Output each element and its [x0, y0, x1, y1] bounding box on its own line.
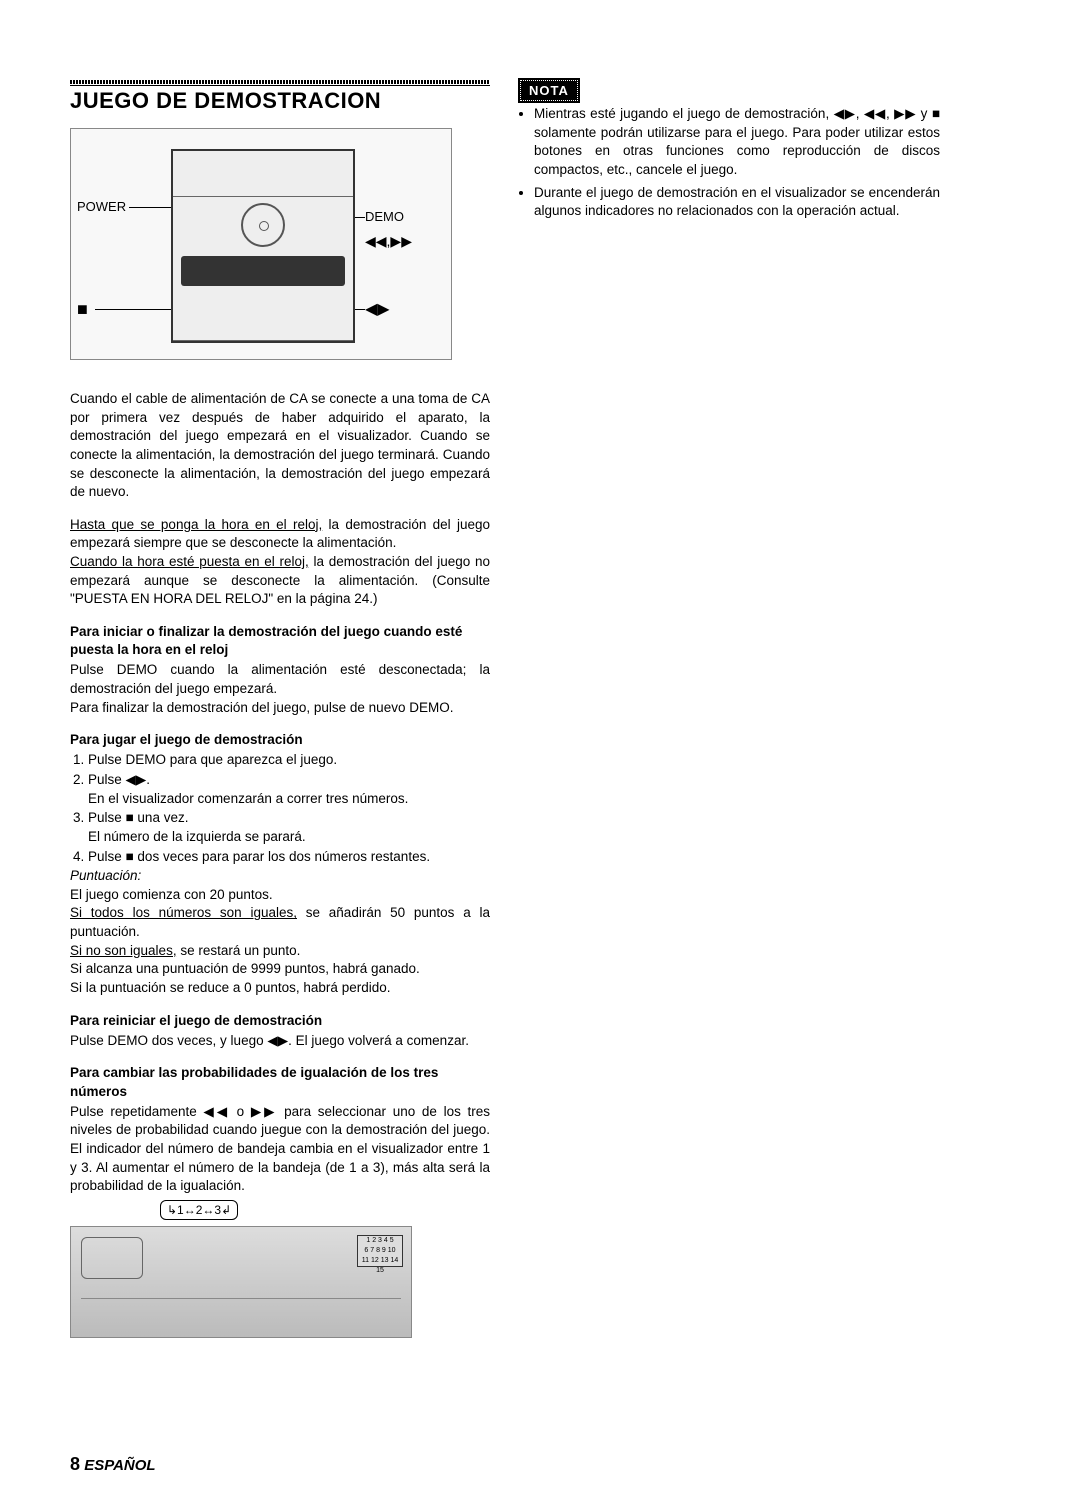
intro-p2: Hasta que se ponga la hora en el reloj, … [70, 516, 490, 553]
section3-head: Para reiniciar el juego de demostración [70, 1012, 490, 1030]
section4-p: Pulse repetidamente ◀◀ o ▶▶ para selecci… [70, 1103, 490, 1196]
section2-list: Pulse DEMO para que aparezca el juego. P… [70, 751, 490, 866]
page-number: 8 [70, 1454, 80, 1474]
score-d: Si alcanza una puntuación de 9999 puntos… [70, 960, 490, 979]
page-footer: 8 ESPAÑOL [70, 1454, 156, 1475]
callout-rewff: ◀◀,▶▶ [365, 233, 412, 250]
puntuacion-label: Puntuación: [70, 867, 490, 886]
callout-play: ◀▶ [365, 299, 390, 319]
footer-lang: ESPAÑOL [84, 1457, 155, 1474]
cd-icon [241, 203, 285, 247]
intro-p3: Cuando la hora esté puesta en el reloj, … [70, 553, 490, 609]
li2-text: Pulse ◀▶. [88, 772, 150, 787]
numbers-box: ↳1↔2↔3↲ [160, 1200, 238, 1220]
display-diagram: 1 2 3 4 56 7 8 9 1011 12 13 14 15 [70, 1226, 412, 1338]
nota-bullet-1: Mientras esté jugando el juego de demost… [534, 105, 940, 180]
intro-p3-underline: Cuando la hora esté puesta en el reloj, [70, 554, 309, 569]
score-c-rest: se restará un punto. [177, 943, 301, 958]
stereo-diagram: POWER ■ DEMO ◀◀,▶▶ ◀▶ [70, 128, 452, 360]
section1-p1: Pulse DEMO cuando la alimentación esté d… [70, 661, 490, 698]
score-c: Si no son iguales, se restará un punto. [70, 942, 490, 961]
stereo-tape [173, 290, 353, 341]
nota-list: Mientras esté jugando el juego de demost… [520, 105, 940, 221]
list-item: Pulse ■ dos veces para parar los dos núm… [88, 848, 490, 867]
score-b: Si todos los números son iguales, se aña… [70, 904, 490, 941]
tray-indicator: 1 2 3 4 56 7 8 9 1011 12 13 14 15 [357, 1235, 403, 1267]
li3-text: Pulse ■ una vez. [88, 810, 188, 825]
callout-stop: ■ [77, 299, 88, 320]
nota-bullet-2: Durante el juego de demostración en el v… [534, 184, 940, 221]
list-item: Pulse ◀▶. En el visualizador comenzarán a… [88, 771, 490, 808]
section1-head: Para iniciar o finalizar la demostración… [70, 623, 490, 659]
list-item: Pulse ■ una vez. El número de la izquierd… [88, 809, 490, 846]
title-rule-top [70, 80, 490, 84]
intro-p1: Cuando el cable de alimentación de CA se… [70, 390, 490, 502]
section4-head: Para cambiar las probabilidades de igual… [70, 1064, 490, 1100]
list-item: Pulse DEMO para que aparezca el juego. [88, 751, 490, 770]
stereo-body [171, 149, 355, 343]
callout-line [95, 309, 171, 310]
li3b-text: El número de la izquierda se parará. [88, 829, 306, 844]
stereo-top [173, 151, 353, 197]
title-rule-thin [70, 85, 490, 86]
stereo-display [181, 256, 345, 286]
callout-line [129, 207, 171, 208]
display-panel-left [81, 1237, 143, 1279]
nota-badge: NOTA [520, 80, 578, 101]
page-title: JUEGO DE DEMOSTRACION [70, 88, 490, 114]
callout-power: POWER [77, 199, 126, 214]
section1-p2: Para finalizar la demostración del juego… [70, 699, 490, 718]
score-a: El juego comienza con 20 puntos. [70, 886, 490, 905]
li2b-text: En el visualizador comenzarán a correr t… [88, 791, 408, 806]
stereo-cd-tray [173, 197, 353, 252]
score-b-u: Si todos los números son iguales, [70, 905, 297, 920]
section2-head: Para jugar el juego de demostración [70, 731, 490, 749]
score-c-u: Si no son iguales, [70, 943, 177, 958]
section3-p: Pulse DEMO dos veces, y luego ◀▶. El jue… [70, 1032, 490, 1051]
callout-demo: DEMO [365, 209, 404, 224]
intro-p2-underline: Hasta que se ponga la hora en el reloj, [70, 517, 322, 532]
display-panel-bottom [81, 1298, 401, 1329]
score-e: Si la puntuación se reduce a 0 puntos, h… [70, 979, 490, 998]
